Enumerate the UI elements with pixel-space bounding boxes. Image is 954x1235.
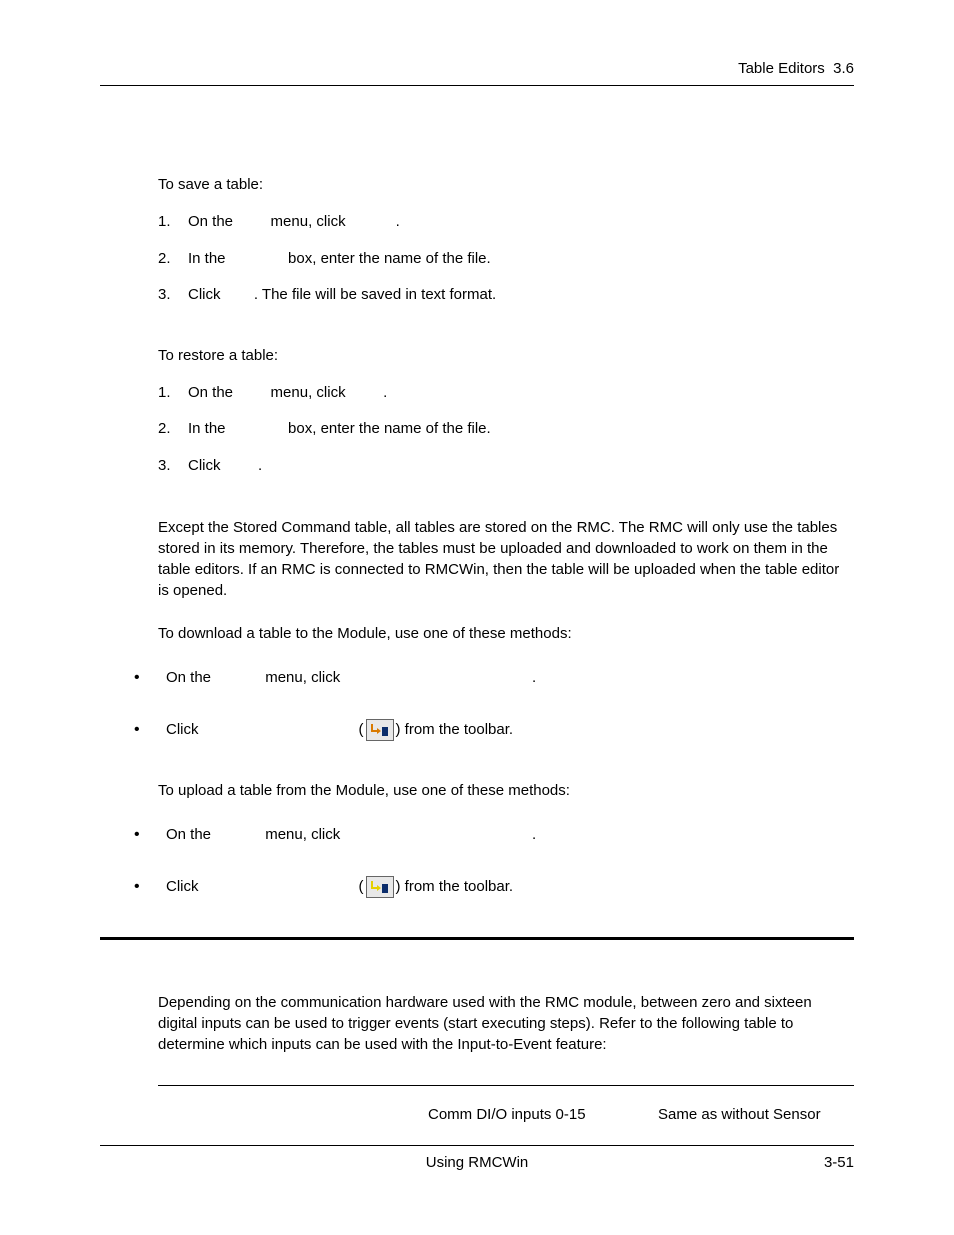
list-item: 2.In the box, enter the name of the file… (158, 418, 854, 441)
upload-list: •On the menu, click . •Click () from the… (134, 823, 854, 899)
list-item: 2.In the box, enter the name of the file… (158, 248, 854, 271)
table-row: Comm DI/O inputs 0-15 Same as without Se… (158, 1106, 854, 1123)
list-item: •On the menu, click . (134, 666, 854, 690)
download-list: •On the menu, click . •Click () from the… (134, 666, 854, 742)
header-section: Table Editors (738, 60, 825, 77)
restore-steps: 1.On the menu, click . 2.In the box, ent… (158, 382, 854, 478)
download-icon (366, 719, 394, 741)
section-divider (100, 937, 854, 940)
save-intro: To save a table: (158, 176, 854, 193)
save-steps: 1.On the menu, click . 2.In the box, ent… (158, 211, 854, 307)
list-item: 3.Click . The file will be saved in text… (158, 284, 854, 307)
list-item: •On the menu, click . (134, 823, 854, 847)
page-header: Table Editors 3.6 (100, 60, 854, 86)
table-cell: Same as without Sensor (658, 1106, 854, 1123)
header-section-num: 3.6 (833, 60, 854, 77)
list-item: •Click () from the toolbar. (134, 875, 854, 899)
list-item: 1.On the menu, click . (158, 382, 854, 405)
page-footer: Using RMCWin 3-51 (100, 1145, 854, 1171)
restore-intro: To restore a table: (158, 347, 854, 364)
download-intro: To download a table to the Module, use o… (158, 623, 854, 644)
inputs-table: Comm DI/O inputs 0-15 Same as without Se… (158, 1085, 854, 1123)
list-item: 3.Click . (158, 455, 854, 478)
updown-para: Except the Stored Command table, all tab… (158, 517, 854, 601)
list-item: •Click () from the toolbar. (134, 718, 854, 742)
table-cell: Comm DI/O inputs 0-15 (428, 1106, 658, 1123)
upload-icon (366, 876, 394, 898)
inputs-para: Depending on the communication hardware … (158, 992, 854, 1055)
page-number: 3-51 (824, 1154, 854, 1171)
upload-intro: To upload a table from the Module, use o… (158, 780, 854, 801)
footer-title: Using RMCWin (100, 1154, 854, 1171)
list-item: 1.On the menu, click . (158, 211, 854, 234)
